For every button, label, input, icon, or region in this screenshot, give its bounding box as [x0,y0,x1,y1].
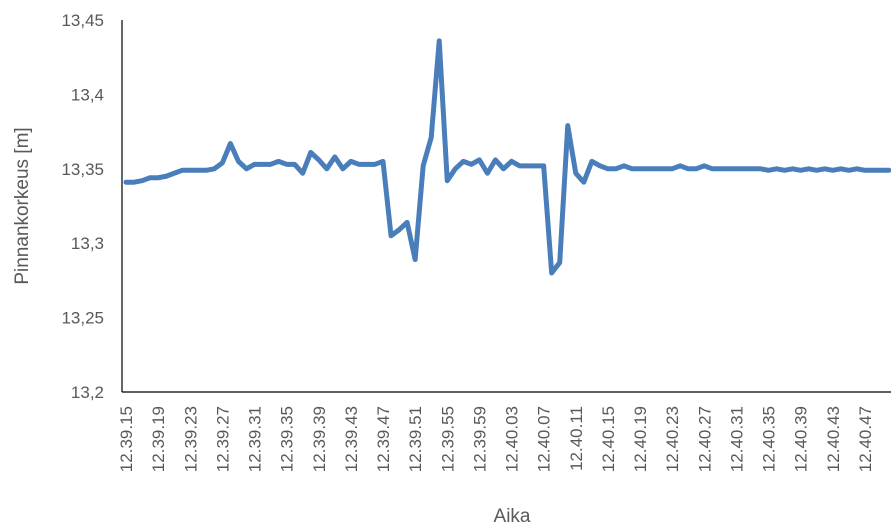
y-tick-label: 13,3 [71,234,104,253]
x-tick-label: 12.39.47 [374,406,393,472]
x-tick-label: 12.40.19 [631,406,650,472]
y-tick-label: 13,45 [61,11,104,30]
x-tick-label: 12.39.35 [278,406,297,472]
x-tick-label: 12.40.03 [503,406,522,472]
x-tick-label: 12.40.39 [792,406,811,472]
x-tick-label: 12.39.59 [470,406,489,472]
x-axis-title: Aika [494,506,531,527]
y-axis: 13,2 13,25 13,3 13,35 13,4 13,45 [61,11,123,402]
x-tick-labels: 12.39.15 12.39.19 12.39.23 12.39.27 12.39.31… [117,406,875,472]
x-tick-label: 12.39.27 [213,406,232,472]
x-tick-label: 12.39.51 [406,406,425,472]
x-tick-label: 12.40.15 [599,406,618,472]
x-tick-label: 12.39.43 [342,406,361,472]
y-axis-title: Pinnankorkeus [m] [12,127,33,284]
x-tick-label: 12.39.19 [149,406,168,472]
x-tick-label: 12.39.23 [181,406,200,472]
y-tick-label: 13,4 [71,85,104,104]
x-tick-label: 12.40.43 [824,406,843,472]
y-tick-label: 13,25 [61,309,104,328]
x-tick-label: 12.40.31 [727,406,746,472]
x-tick-label: 12.39.15 [117,406,136,472]
x-tick-label: 12.40.47 [856,406,875,472]
series-line [123,38,891,276]
x-tick-label: 12.40.35 [760,406,779,472]
x-axis: 12.39.15 12.39.19 12.39.23 12.39.27 12.39.31… [117,391,891,472]
plot-area [123,38,891,276]
x-tick-label: 12.40.23 [663,406,682,472]
x-tick-label: 12.39.55 [438,406,457,472]
x-tick-label: 12.40.07 [535,406,554,472]
y-tick-labels: 13,2 13,25 13,3 13,35 13,4 13,45 [61,11,104,402]
x-tick-label: 12.40.11 [567,406,586,471]
y-tick-label: 13,35 [61,160,104,179]
x-tick-label: 12.39.31 [246,406,265,472]
y-tick-label: 13,2 [71,383,104,402]
x-tick-label: 12.39.39 [310,406,329,472]
x-tick-label: 12.40.27 [695,406,714,472]
